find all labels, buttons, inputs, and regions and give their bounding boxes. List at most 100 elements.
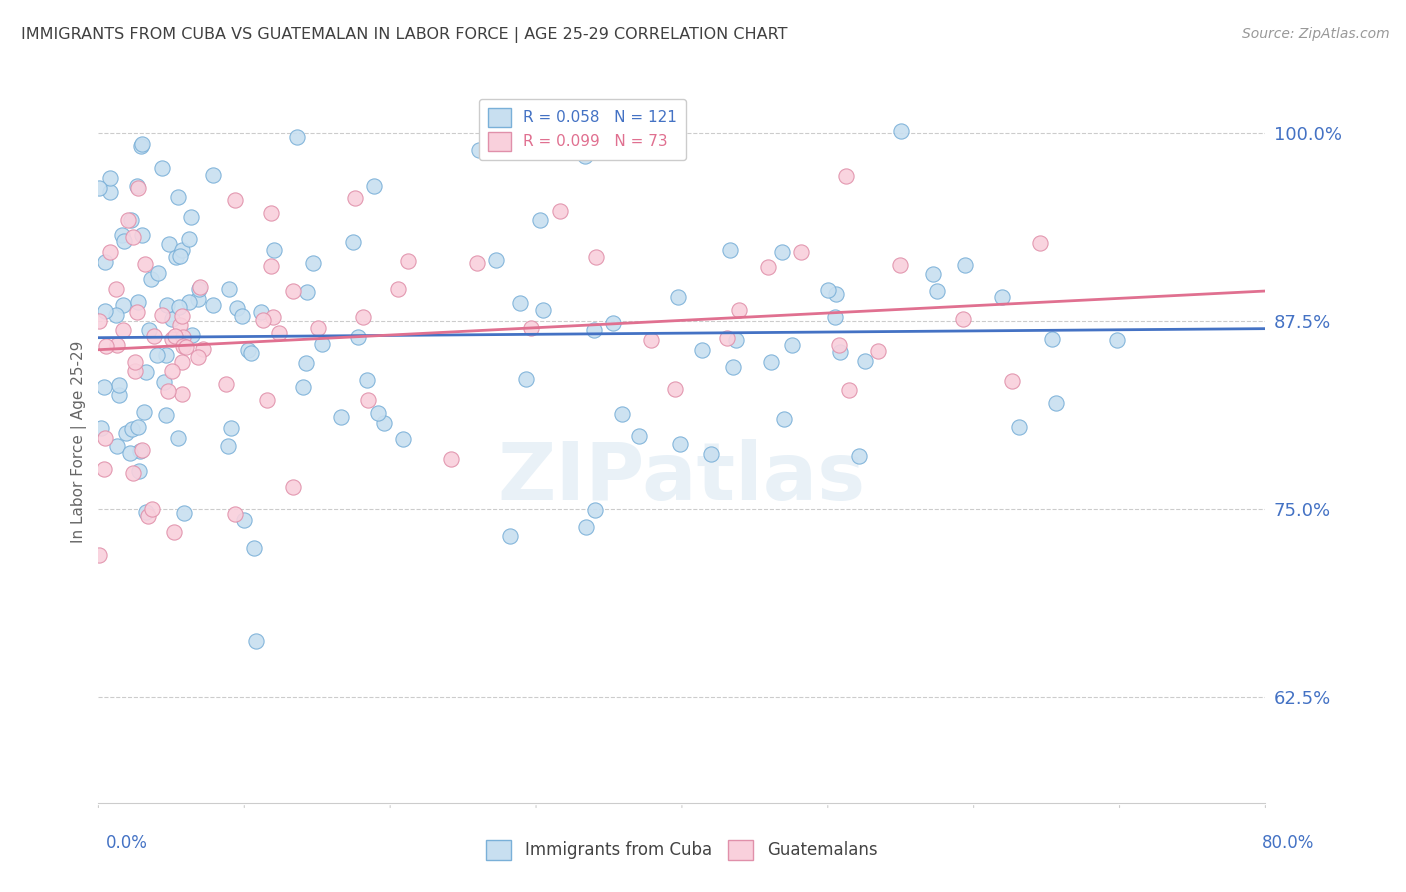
Point [396, 254, 419, 268]
Point [828, 338, 851, 352]
Point [93, 379, 115, 393]
Point [157, 384, 180, 398]
Point [236, 343, 259, 358]
Point [128, 464, 150, 478]
Point [239, 346, 262, 360]
Point [260, 205, 283, 219]
Point [162, 525, 184, 540]
Text: ZIPatlas: ZIPatlas [498, 439, 866, 516]
Point [640, 334, 662, 348]
Point [121, 422, 143, 436]
Point [120, 213, 142, 227]
Point [107, 378, 129, 392]
Point [756, 260, 779, 274]
Point [761, 355, 783, 369]
Point [111, 323, 134, 337]
Point [828, 345, 851, 359]
Point [121, 466, 143, 480]
Point [723, 359, 745, 374]
Point [824, 287, 846, 301]
Point [242, 541, 264, 556]
Point [93, 462, 115, 476]
Point [262, 310, 284, 325]
Point [311, 337, 333, 351]
Point [664, 382, 686, 396]
Point [157, 236, 180, 251]
Point [131, 138, 153, 153]
Point [817, 283, 839, 297]
Point [138, 323, 160, 337]
Point [187, 350, 209, 364]
Point [467, 144, 489, 158]
Point [127, 294, 149, 309]
Point [499, 529, 522, 543]
Point [231, 309, 253, 323]
Point [129, 444, 152, 458]
Point [170, 309, 193, 323]
Point [201, 168, 224, 182]
Point [107, 388, 129, 402]
Point [170, 355, 193, 369]
Point [283, 285, 305, 299]
Point [718, 243, 741, 257]
Point [991, 289, 1014, 303]
Point [921, 267, 943, 281]
Point [120, 446, 142, 460]
Point [146, 348, 169, 362]
Point [281, 480, 304, 494]
Point [219, 421, 242, 435]
Point [179, 232, 201, 246]
Point [94, 431, 117, 445]
Point [131, 137, 153, 152]
Point [94, 303, 117, 318]
Point [150, 161, 173, 176]
Point [953, 258, 976, 272]
Point [105, 439, 128, 453]
Point [515, 372, 537, 386]
Point [160, 312, 183, 326]
Point [188, 280, 211, 294]
Point [131, 442, 153, 457]
Point [122, 230, 145, 244]
Point [356, 373, 378, 387]
Point [387, 282, 409, 296]
Point [141, 501, 163, 516]
Point [93, 254, 115, 268]
Point [256, 393, 278, 408]
Point [285, 130, 308, 145]
Point [773, 412, 796, 426]
Point [583, 503, 606, 517]
Point [172, 339, 194, 353]
Point [574, 149, 596, 163]
Point [716, 331, 738, 345]
Point [87, 548, 110, 562]
Point [295, 356, 318, 370]
Point [575, 520, 598, 534]
Point [780, 337, 803, 351]
Point [160, 333, 183, 347]
Point [344, 191, 367, 205]
Point [669, 437, 692, 451]
Point [249, 305, 271, 319]
Point [890, 124, 912, 138]
Point [136, 509, 159, 524]
Point [156, 298, 179, 312]
Point [226, 301, 249, 315]
Point [98, 185, 121, 199]
Point [124, 364, 146, 378]
Point [346, 329, 368, 343]
Point [724, 333, 747, 347]
Point [269, 326, 291, 340]
Point [824, 310, 846, 324]
Point [291, 379, 314, 393]
Point [868, 344, 890, 359]
Point [98, 171, 121, 186]
Point [952, 311, 974, 326]
Point [169, 249, 191, 263]
Point [125, 305, 148, 319]
Point [529, 213, 551, 227]
Point [245, 633, 267, 648]
Text: Source: ZipAtlas.com: Source: ZipAtlas.com [1241, 27, 1389, 41]
Point [218, 282, 240, 296]
Point [548, 204, 571, 219]
